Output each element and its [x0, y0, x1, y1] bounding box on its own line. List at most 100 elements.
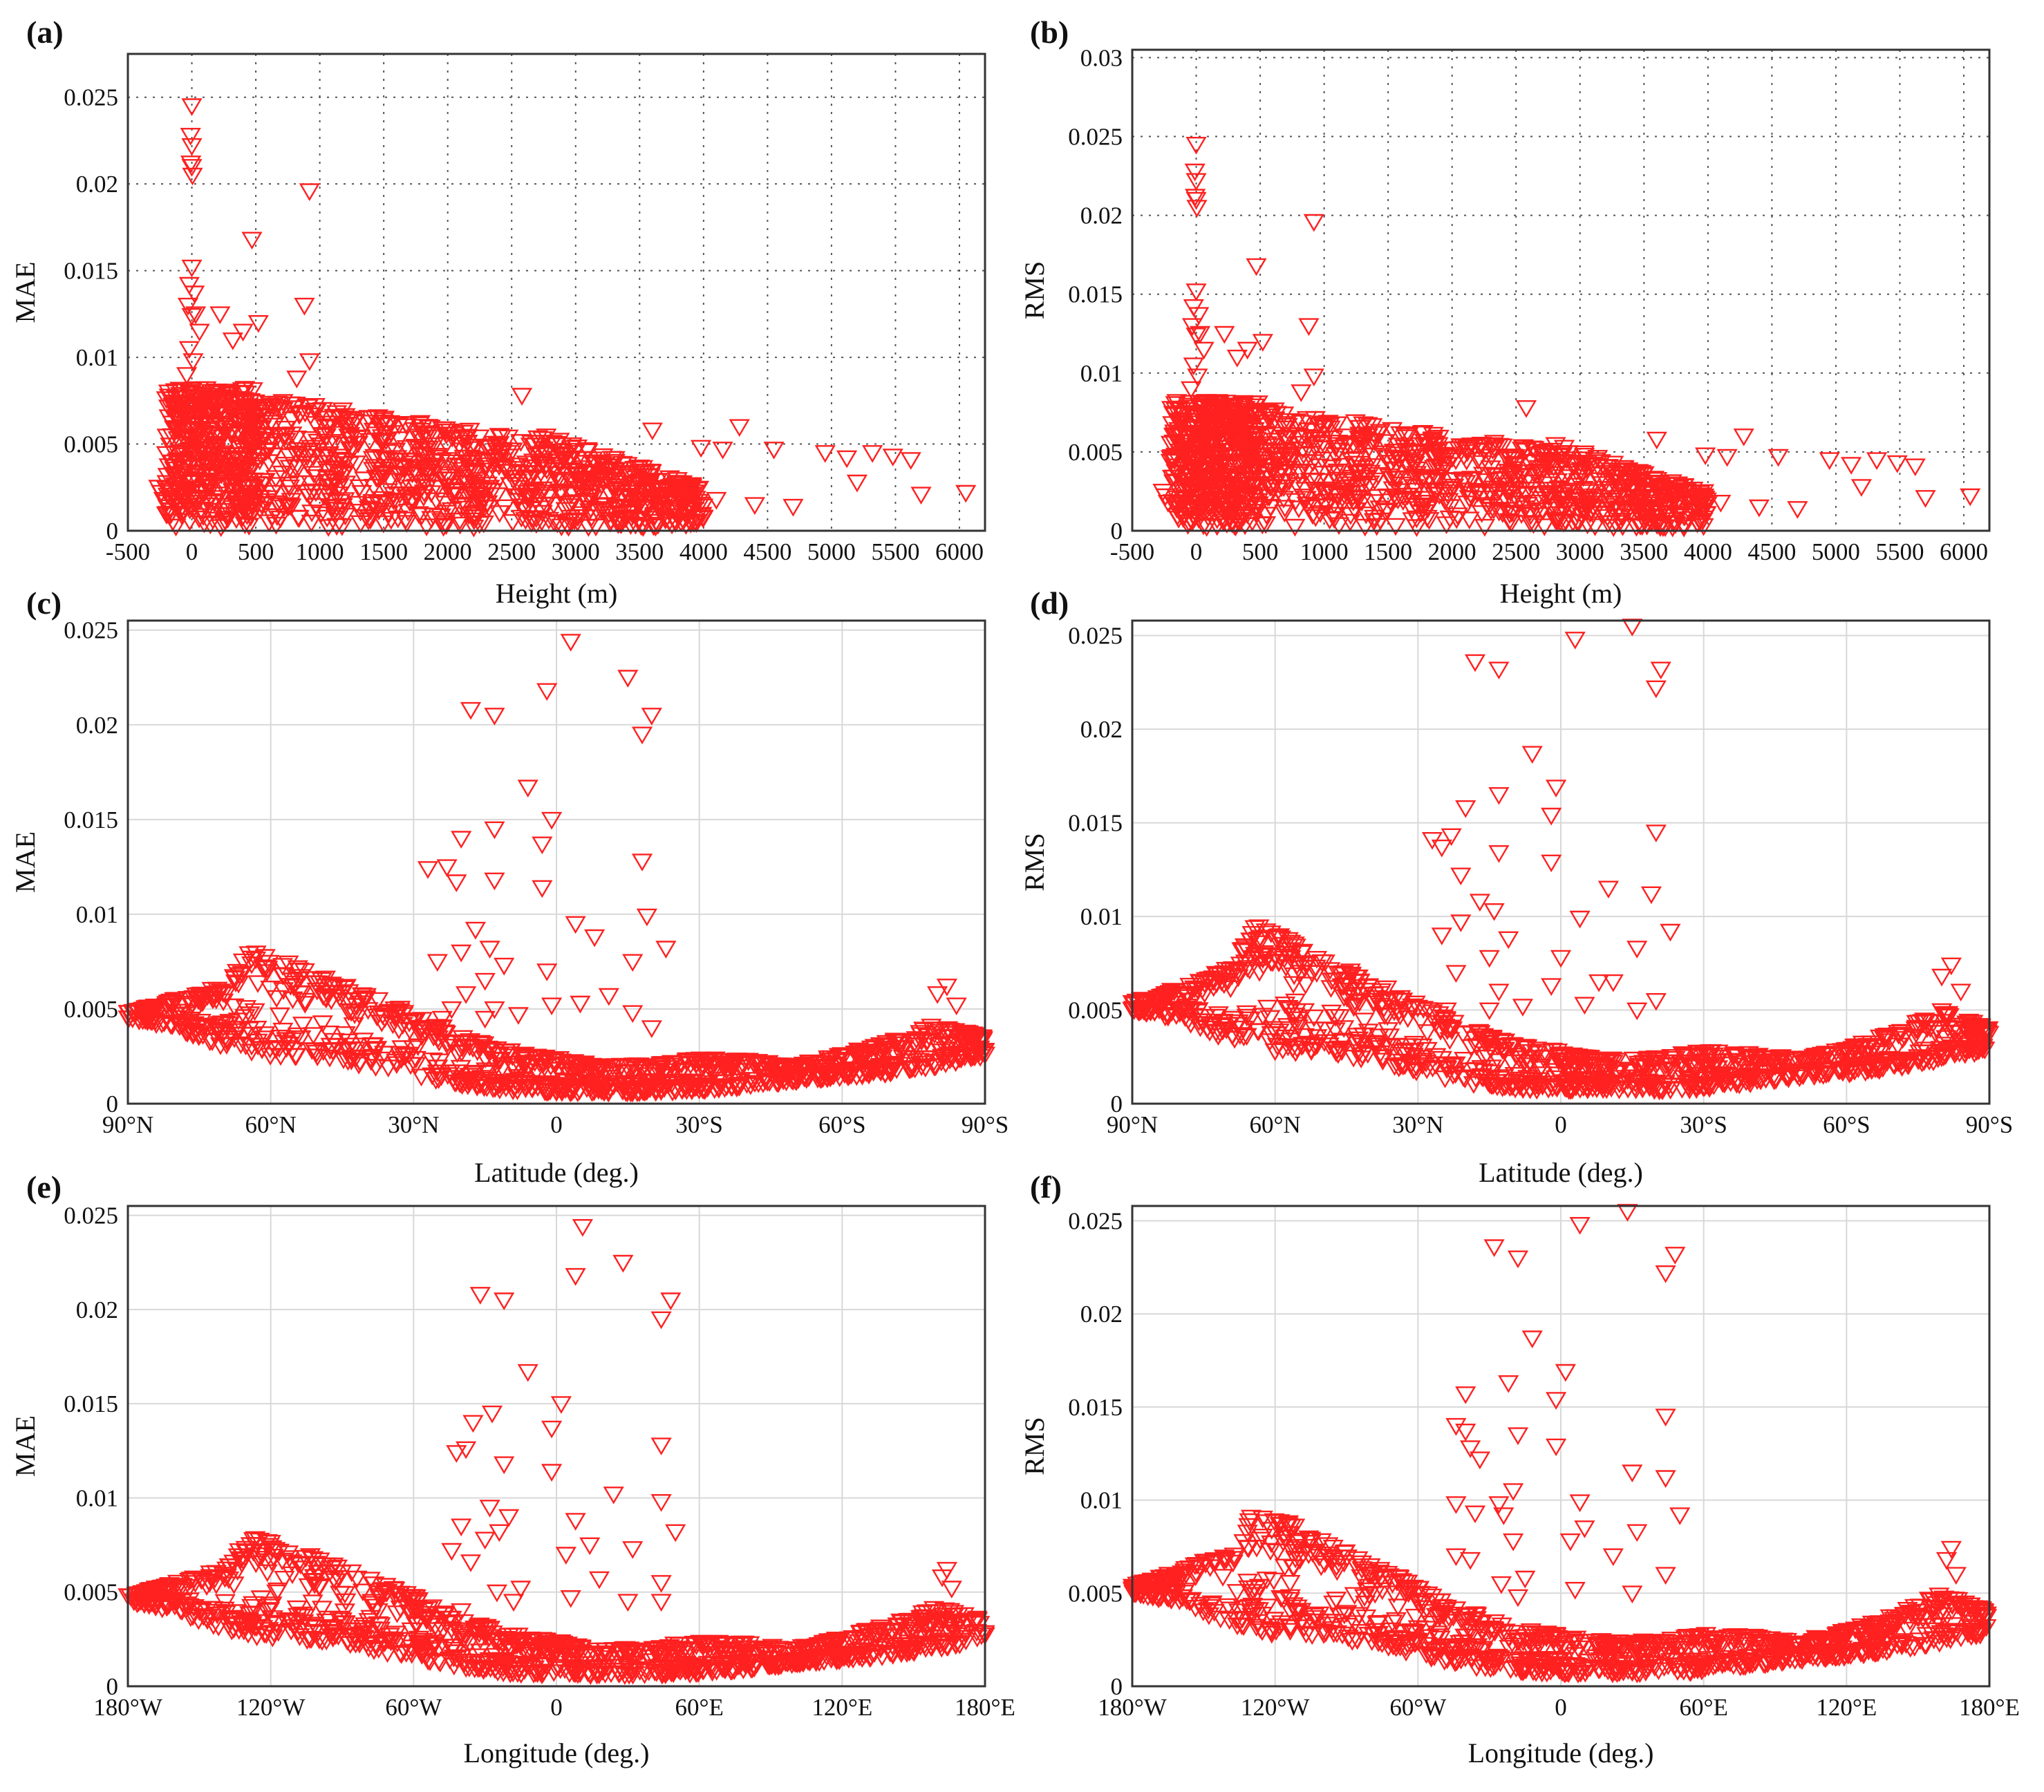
- cloud-marker: [396, 418, 418, 437]
- data-point: [247, 315, 269, 333]
- cloud-marker: [301, 514, 322, 533]
- dense-cloud: [1160, 394, 1718, 538]
- cloud-marker: [496, 461, 518, 479]
- cloud-marker: [298, 399, 319, 417]
- cloud-marker: [1474, 443, 1495, 461]
- cloud-marker: [378, 505, 400, 523]
- cloud-marker: [1486, 468, 1508, 487]
- cloud-marker: [156, 475, 178, 493]
- cloud-marker: [494, 499, 516, 518]
- data-point: [181, 98, 203, 116]
- cloud-marker: [370, 469, 391, 487]
- cloud-marker: [297, 449, 318, 467]
- cloud-marker: [288, 459, 310, 477]
- cloud-marker: [650, 502, 671, 520]
- cloud-marker: [236, 456, 258, 475]
- cloud-marker: [313, 489, 335, 507]
- y-tick-label: 0.005: [64, 996, 118, 1023]
- cloud-marker: [334, 465, 355, 483]
- cloud-marker: [306, 402, 328, 421]
- cloud-marker: [339, 427, 361, 445]
- data-point: [900, 452, 921, 470]
- data-point: [814, 445, 836, 463]
- cloud-marker: [183, 389, 205, 408]
- cloud-marker: [192, 508, 214, 527]
- cloud-marker: [622, 484, 644, 502]
- cloud-marker: [207, 437, 229, 455]
- cloud-marker: [220, 416, 241, 434]
- cloud-marker: [607, 500, 628, 518]
- cloud-marker: [379, 473, 401, 491]
- data-point: [181, 308, 203, 326]
- cloud-marker: [250, 447, 272, 466]
- panel-b: -500 0 500 1000 1500 2000 2500 3000 3500 4000 4500…: [1019, 15, 1991, 609]
- cloud-marker: [261, 508, 283, 527]
- cloud-marker: [202, 446, 223, 464]
- cloud-marker: [423, 454, 444, 472]
- cloud-marker: [489, 505, 510, 523]
- cloud-marker: [349, 479, 371, 498]
- x-tick-label: -500: [106, 538, 150, 565]
- x-axis-title: Height (m): [496, 578, 618, 609]
- cloud-marker: [194, 515, 215, 534]
- cloud-marker: [431, 513, 452, 531]
- x-tick-label: 4000: [1684, 538, 1732, 565]
- cloud-marker: [557, 498, 579, 516]
- cloud-marker: [536, 428, 557, 446]
- cloud-marker: [217, 511, 238, 529]
- cloud-marker: [317, 509, 338, 528]
- y-tick-label: 0.025: [64, 617, 118, 644]
- x-tick-label: 0: [550, 1111, 563, 1138]
- panel-label: (a): [26, 15, 64, 50]
- cloud-marker: [273, 499, 294, 518]
- cloud-marker: [195, 483, 216, 502]
- x-tick-label: 5000: [1812, 538, 1860, 565]
- cloud-marker: [1382, 422, 1403, 440]
- cloud-marker: [190, 400, 212, 418]
- cloud-marker: [327, 451, 348, 470]
- cloud-marker: [550, 473, 571, 491]
- cloud-marker: [247, 402, 270, 420]
- cloud-marker: [594, 457, 615, 475]
- data-point: [180, 155, 202, 173]
- cloud-marker: [194, 473, 215, 492]
- cloud-marker: [371, 417, 392, 435]
- cloud-marker: [331, 518, 353, 536]
- data-point: [691, 440, 712, 458]
- cloud-marker: [1673, 519, 1695, 538]
- cloud-marker: [406, 487, 428, 505]
- y-tick-label: 0: [106, 1091, 119, 1117]
- y-tick-label: 0.02: [76, 712, 118, 739]
- cloud-marker: [486, 442, 507, 461]
- cloud-marker: [279, 485, 301, 504]
- cloud-marker: [1196, 519, 1217, 537]
- x-tick-label: 1000: [296, 538, 344, 565]
- cloud-marker: [516, 489, 538, 507]
- cloud-marker: [204, 440, 225, 458]
- cloud-marker: [190, 501, 212, 520]
- cloud-marker: [444, 483, 466, 502]
- cloud-marker: [1367, 489, 1388, 507]
- cloud-marker: [511, 509, 532, 528]
- cloud-marker: [334, 492, 355, 510]
- cloud-marker: [420, 419, 441, 438]
- cloud-marker: [466, 493, 487, 511]
- cloud-marker: [581, 509, 602, 527]
- cloud-marker: [384, 452, 406, 471]
- cloud-marker: [303, 466, 325, 484]
- cloud-marker: [471, 487, 493, 505]
- cloud-marker: [572, 471, 594, 489]
- cloud-marker: [1274, 500, 1295, 518]
- cloud-marker: [319, 446, 340, 464]
- cloud-marker: [156, 507, 177, 525]
- cloud-marker: [166, 402, 187, 419]
- cloud-marker: [645, 518, 666, 537]
- cloud-marker: [560, 450, 581, 469]
- cloud-marker: [234, 392, 255, 411]
- panel-label: (b): [1030, 15, 1069, 50]
- cloud-marker: [551, 446, 572, 464]
- cloud-marker: [517, 484, 539, 503]
- cloud-marker: [241, 479, 263, 497]
- panel-d: 90°N 60°N 30°N 0 30°S 60°S 90°S00.0050.010.015…: [1019, 585, 2013, 1188]
- cloud-marker: [1225, 518, 1246, 537]
